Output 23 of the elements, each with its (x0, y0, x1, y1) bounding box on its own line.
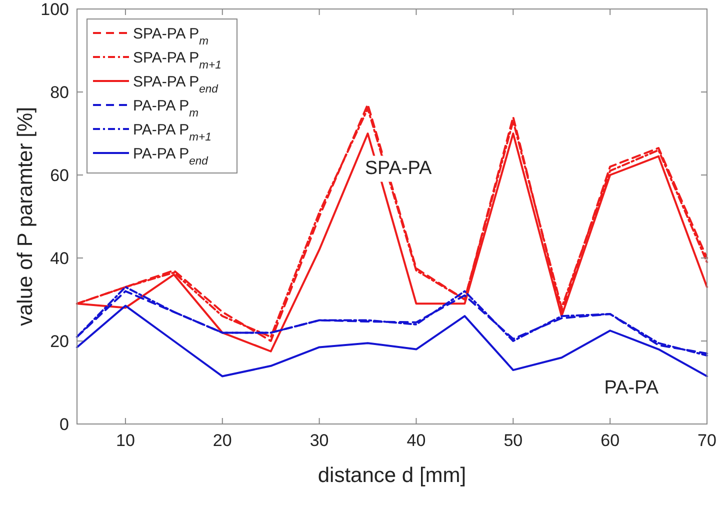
x-tick-label: 50 (504, 431, 523, 450)
y-tick-label: 80 (50, 82, 69, 102)
y-tick-label: 100 (40, 0, 69, 19)
y-tick-label: 40 (50, 248, 69, 268)
legend-label: SPA-PA P$_{m}$ (133, 25, 209, 48)
legend-label: SPA-PA P$_{m+1}$ (133, 49, 222, 72)
annotation: SPA-PA (364, 158, 432, 179)
x-tick-label: 20 (212, 431, 232, 450)
y-tick-label: 0 (60, 414, 69, 434)
legend-label: SPA-PA P$_{end}$ (133, 73, 219, 96)
y-tick-label: 20 (50, 332, 69, 351)
x-tick-label: 60 (600, 431, 620, 450)
x-axis-title: distance d [mm] (318, 464, 466, 487)
x-tick-label: 30 (310, 431, 329, 450)
x-tick-label: 70 (698, 431, 716, 450)
x-tick-label: 40 (406, 431, 426, 450)
y-tick-label: 60 (50, 166, 69, 185)
annotation: PA-PA (604, 378, 659, 399)
legend-label: PA-PA P$_{end}$ (133, 145, 209, 168)
legend-label: PA-PA P$_{m+1}$ (133, 121, 212, 144)
x-tick-label: 10 (116, 431, 135, 450)
y-axis-title: value of P paramter [%] (14, 106, 37, 326)
legend-label: PA-PA P$_{m}$ (133, 97, 199, 120)
